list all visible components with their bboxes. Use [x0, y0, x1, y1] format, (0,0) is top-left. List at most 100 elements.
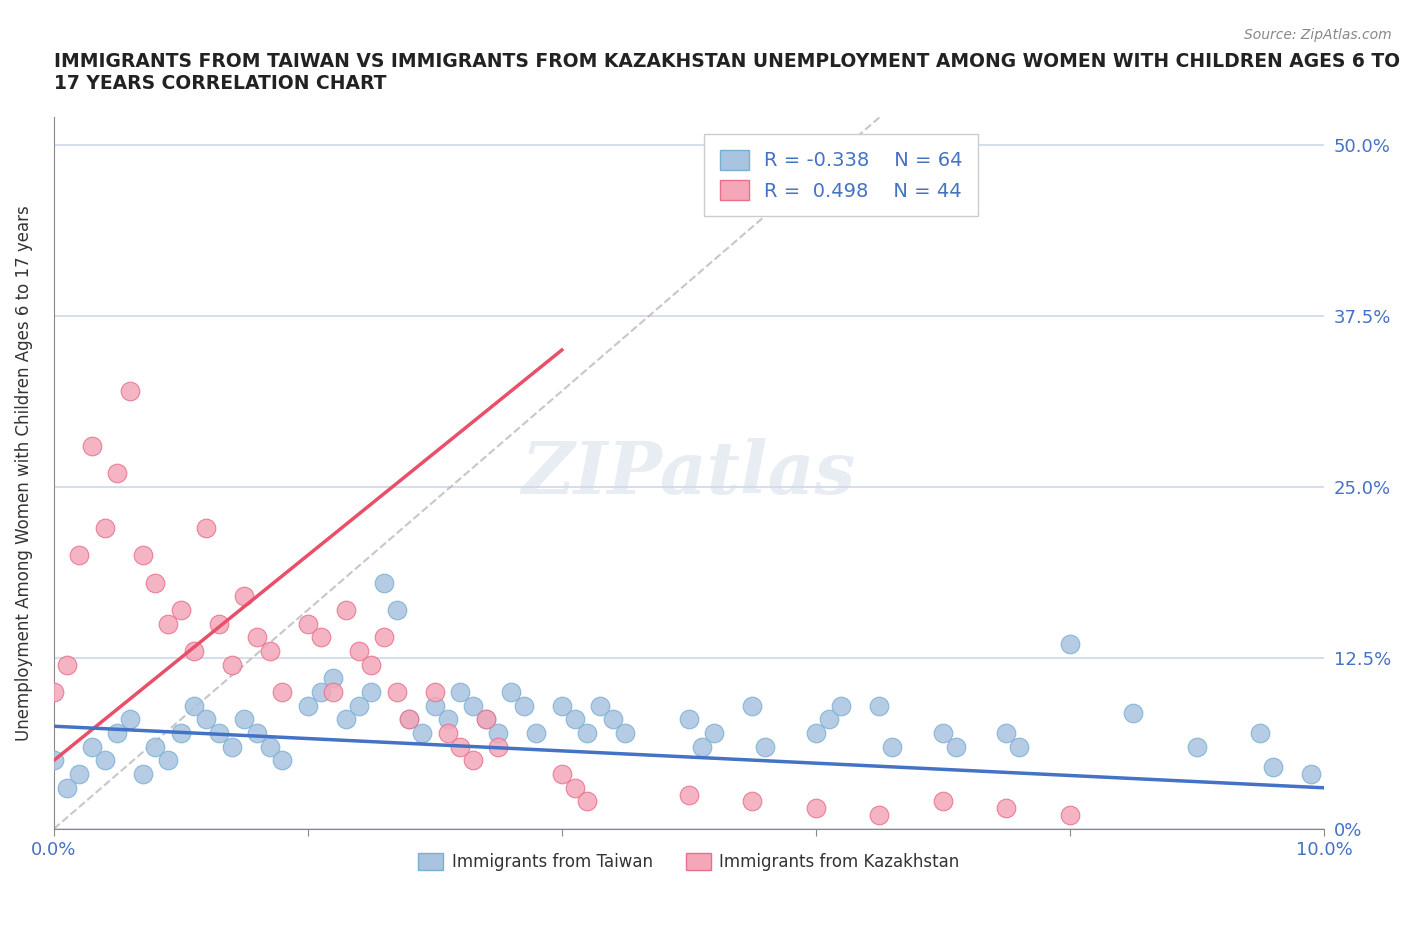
- Point: [93, 753, 115, 768]
- Point: [233, 589, 256, 604]
- Point: [157, 617, 180, 631]
- Y-axis label: Unemployment Among Women with Children Ages 6 to 17 years: Unemployment Among Women with Children A…: [15, 206, 32, 741]
- Point: [932, 794, 955, 809]
- Point: [170, 725, 193, 740]
- Point: [93, 521, 115, 536]
- Point: [385, 603, 408, 618]
- Point: [360, 658, 382, 672]
- Point: [195, 712, 218, 727]
- Point: [945, 739, 967, 754]
- Point: [449, 684, 471, 699]
- Point: [1008, 739, 1031, 754]
- Point: [246, 630, 269, 644]
- Point: [1059, 808, 1081, 823]
- Point: [335, 712, 357, 727]
- Point: [322, 684, 344, 699]
- Point: [322, 671, 344, 685]
- Point: [297, 617, 319, 631]
- Point: [1059, 637, 1081, 652]
- Point: [183, 644, 205, 658]
- Point: [335, 603, 357, 618]
- Point: [347, 644, 370, 658]
- Point: [398, 712, 420, 727]
- Point: [118, 712, 141, 727]
- Point: [80, 438, 103, 453]
- Point: [67, 766, 90, 781]
- Point: [1185, 739, 1208, 754]
- Text: IMMIGRANTS FROM TAIWAN VS IMMIGRANTS FROM KAZAKHSTAN UNEMPLOYMENT AMONG WOMEN WI: IMMIGRANTS FROM TAIWAN VS IMMIGRANTS FRO…: [53, 52, 1400, 93]
- Point: [373, 575, 395, 590]
- Text: ZIPatlas: ZIPatlas: [522, 438, 856, 509]
- Point: [564, 712, 586, 727]
- Point: [690, 739, 713, 754]
- Point: [170, 603, 193, 618]
- Point: [526, 725, 548, 740]
- Point: [486, 725, 509, 740]
- Point: [183, 698, 205, 713]
- Point: [385, 684, 408, 699]
- Point: [703, 725, 725, 740]
- Point: [614, 725, 637, 740]
- Point: [1301, 766, 1323, 781]
- Point: [145, 739, 167, 754]
- Point: [55, 658, 77, 672]
- Point: [309, 630, 332, 644]
- Point: [297, 698, 319, 713]
- Point: [589, 698, 612, 713]
- Point: [804, 725, 827, 740]
- Point: [221, 658, 243, 672]
- Point: [576, 725, 599, 740]
- Point: [602, 712, 624, 727]
- Point: [208, 725, 231, 740]
- Point: [741, 794, 763, 809]
- Point: [208, 617, 231, 631]
- Point: [1261, 760, 1284, 775]
- Point: [551, 766, 574, 781]
- Point: [360, 684, 382, 699]
- Point: [195, 521, 218, 536]
- Point: [932, 725, 955, 740]
- Point: [42, 684, 65, 699]
- Point: [105, 466, 128, 481]
- Point: [449, 739, 471, 754]
- Point: [830, 698, 852, 713]
- Point: [271, 684, 294, 699]
- Point: [499, 684, 522, 699]
- Text: Source: ZipAtlas.com: Source: ZipAtlas.com: [1244, 28, 1392, 42]
- Point: [411, 725, 433, 740]
- Point: [576, 794, 599, 809]
- Point: [868, 808, 890, 823]
- Point: [42, 753, 65, 768]
- Legend: Immigrants from Taiwan, Immigrants from Kazakhstan: Immigrants from Taiwan, Immigrants from …: [412, 846, 966, 877]
- Point: [67, 548, 90, 563]
- Point: [347, 698, 370, 713]
- Point: [423, 684, 446, 699]
- Point: [157, 753, 180, 768]
- Point: [817, 712, 839, 727]
- Point: [132, 766, 155, 781]
- Point: [132, 548, 155, 563]
- Point: [868, 698, 890, 713]
- Point: [564, 780, 586, 795]
- Point: [461, 698, 484, 713]
- Point: [233, 712, 256, 727]
- Point: [259, 644, 281, 658]
- Point: [145, 575, 167, 590]
- Point: [118, 383, 141, 398]
- Point: [474, 712, 496, 727]
- Point: [474, 712, 496, 727]
- Point: [880, 739, 903, 754]
- Point: [995, 725, 1018, 740]
- Point: [80, 739, 103, 754]
- Point: [105, 725, 128, 740]
- Point: [436, 725, 458, 740]
- Point: [513, 698, 536, 713]
- Point: [804, 801, 827, 816]
- Point: [259, 739, 281, 754]
- Point: [436, 712, 458, 727]
- Point: [995, 801, 1018, 816]
- Point: [551, 698, 574, 713]
- Point: [423, 698, 446, 713]
- Point: [1122, 705, 1144, 720]
- Point: [398, 712, 420, 727]
